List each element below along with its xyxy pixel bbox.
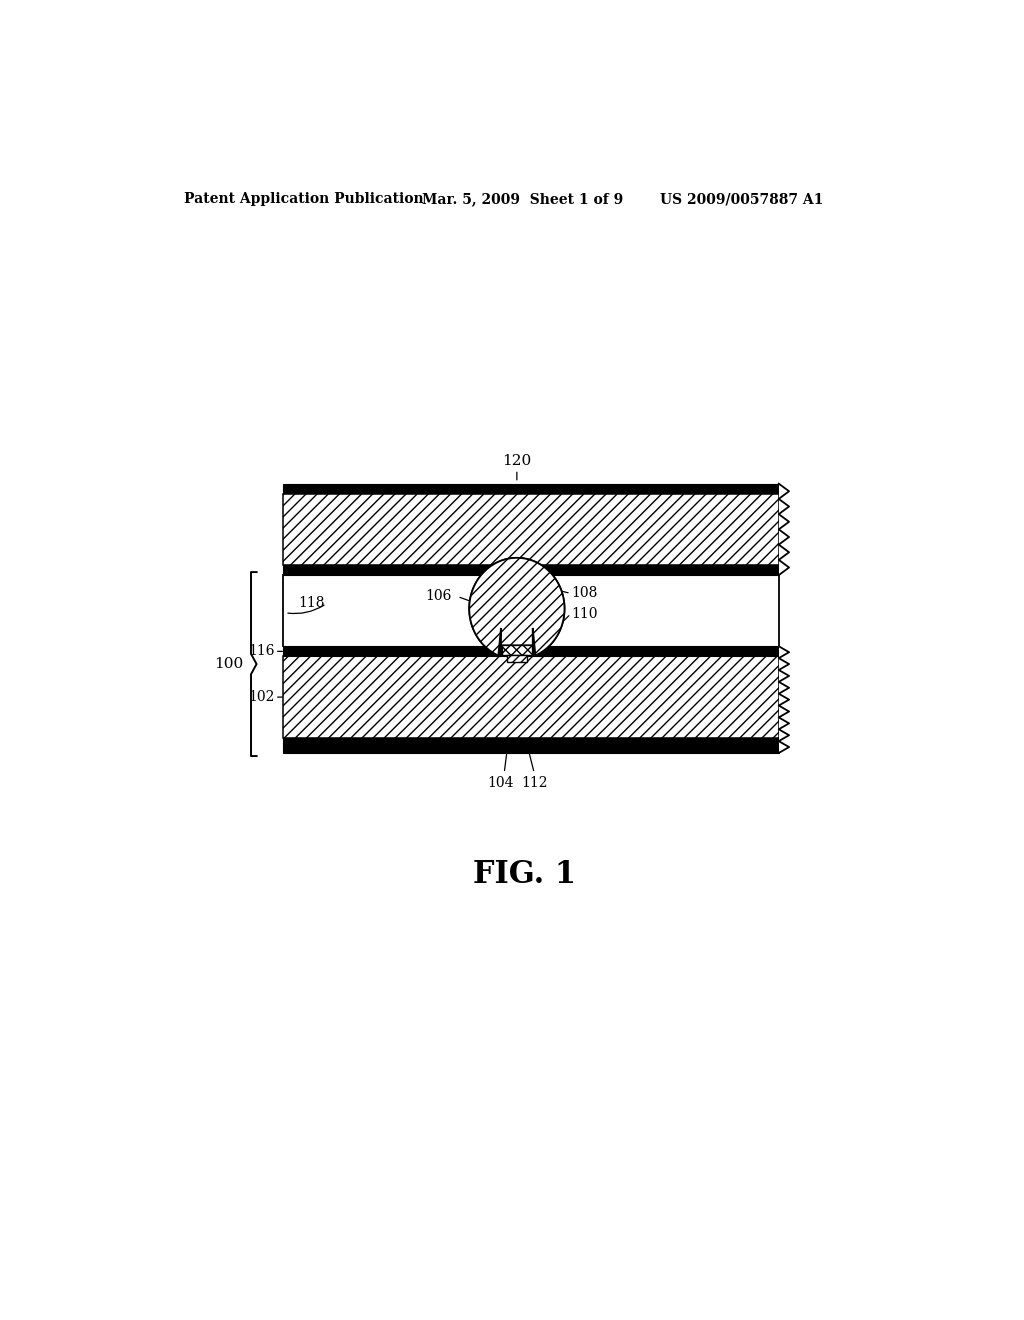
Text: 106: 106	[426, 590, 452, 603]
Text: 102A: 102A	[814, 644, 851, 659]
Text: FIG. 1: FIG. 1	[473, 859, 577, 891]
Bar	[507, 656, 527, 661]
Text: 110: 110	[570, 607, 597, 620]
Bar	[500, 564, 535, 576]
Bar	[283, 494, 778, 565]
Bar	[283, 483, 778, 494]
Text: US 2009/0057887 A1: US 2009/0057887 A1	[659, 191, 823, 206]
Bar	[283, 738, 778, 752]
Bar	[283, 576, 778, 647]
Text: 112: 112	[521, 776, 548, 791]
Polygon shape	[469, 558, 564, 656]
Text: 108: 108	[570, 586, 597, 601]
Text: 102B: 102B	[814, 738, 851, 752]
Polygon shape	[469, 558, 564, 656]
Bar	[778, 576, 873, 647]
Text: 100: 100	[214, 657, 243, 671]
Bar	[283, 565, 778, 576]
Text: 104: 104	[487, 776, 514, 791]
Text: 118: 118	[299, 595, 326, 610]
Bar	[778, 483, 873, 576]
Bar	[283, 647, 778, 656]
Text: Patent Application Publication: Patent Application Publication	[183, 191, 423, 206]
Text: 102: 102	[249, 690, 274, 704]
Bar	[502, 643, 531, 656]
Text: 116: 116	[248, 644, 274, 659]
Text: 120: 120	[502, 454, 531, 469]
Text: Mar. 5, 2009  Sheet 1 of 9: Mar. 5, 2009 Sheet 1 of 9	[422, 191, 623, 206]
Bar	[778, 647, 873, 752]
Bar	[283, 656, 778, 738]
